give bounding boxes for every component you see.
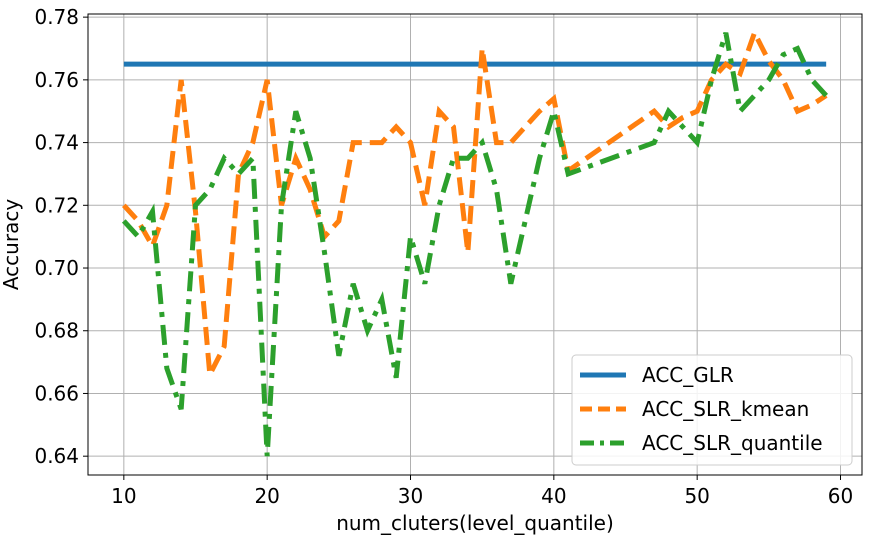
- y-tick-label: 0.64: [34, 444, 79, 468]
- legend: ACC_GLR ACC_SLR_kmean ACC_SLR_quantile: [571, 354, 853, 466]
- x-axis: 10 20 30 40 50 60: [111, 475, 853, 508]
- legend-label-acc-glr: ACC_GLR: [642, 363, 734, 387]
- x-tick-label: 40: [541, 484, 566, 508]
- x-tick-label: 60: [828, 484, 853, 508]
- plot-area-frame: [87, 13, 863, 476]
- x-tick-label: 30: [398, 484, 423, 508]
- series-line-acc-slr-kmean: [121, 26, 828, 384]
- y-tick-label: 0.66: [34, 381, 79, 405]
- x-tick-label: 10: [111, 484, 136, 508]
- x-tick-label: 20: [254, 484, 279, 508]
- y-tick-label: 0.72: [34, 193, 79, 217]
- x-axis-label: num_cluters(level_quantile): [336, 511, 614, 535]
- y-tick-label: 0.68: [34, 319, 79, 343]
- y-axis-label: Accuracy: [0, 199, 23, 290]
- legend-label-acc-slr-quantile: ACC_SLR_quantile: [642, 431, 823, 455]
- y-axis: 0.64 0.66 0.68 0.70 0.72 0.74 0.76 0.78: [34, 5, 88, 468]
- y-tick-label: 0.74: [34, 131, 79, 155]
- y-tick-label: 0.78: [34, 5, 79, 29]
- legend-label-acc-slr-kmean: ACC_SLR_kmean: [642, 397, 809, 421]
- y-tick-label: 0.76: [34, 68, 79, 92]
- x-tick-label: 50: [684, 484, 709, 508]
- y-tick-label: 0.70: [34, 256, 79, 280]
- series-lines: [121, 26, 829, 457]
- legend-box: [571, 354, 853, 466]
